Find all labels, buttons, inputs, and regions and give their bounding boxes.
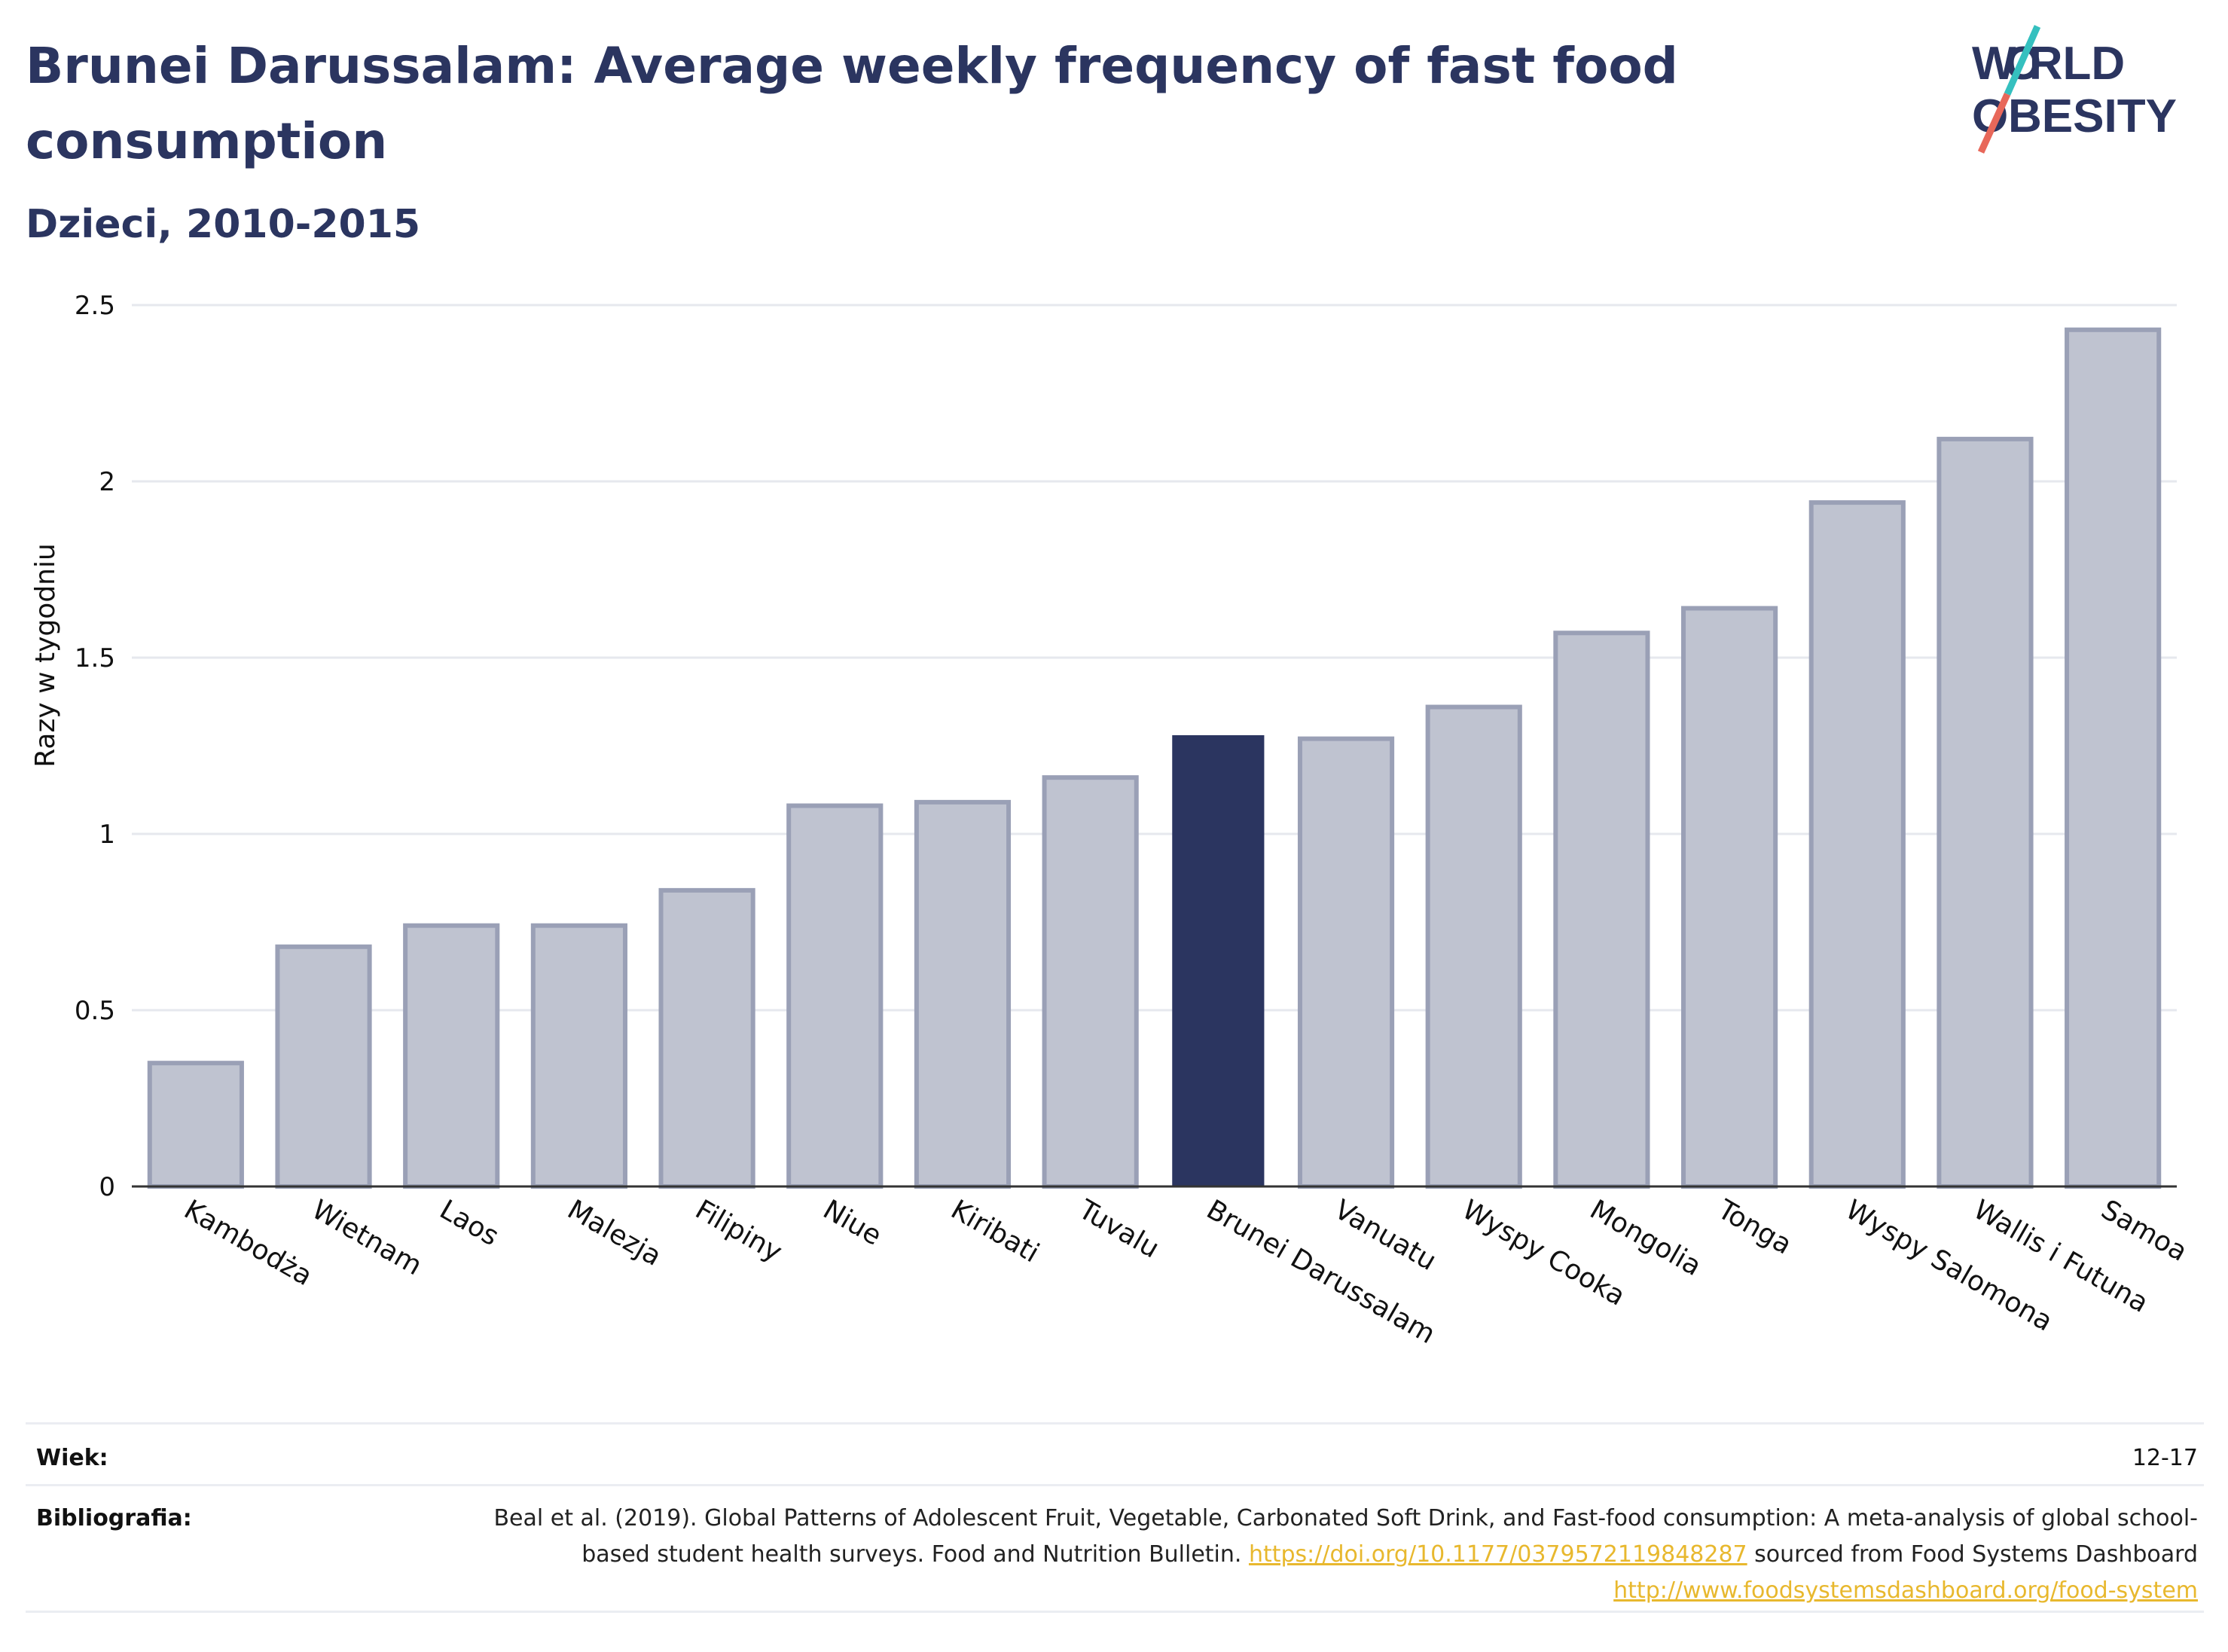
- bar: [1297, 736, 1395, 1189]
- logo-slash-teal: [2004, 25, 2041, 96]
- bar-highlighted: [1172, 734, 1265, 1186]
- footer-divider-bottom: [26, 1611, 2204, 1613]
- y-tick-label: 0.5: [75, 996, 115, 1026]
- logo-line-1: W RLD: [1972, 38, 2125, 90]
- bar: [147, 1061, 244, 1189]
- bar: [914, 799, 1012, 1189]
- x-tick-label: Laos: [435, 1194, 504, 1252]
- x-tick-label: Wietnam: [307, 1194, 427, 1281]
- y-tick-label: 2.5: [75, 291, 115, 321]
- y-tick-label: 2: [99, 467, 115, 497]
- bar: [530, 923, 627, 1189]
- age-label: Wiek:: [36, 1445, 108, 1471]
- bibliography-text: Beal et al. (2019). Global Patterns of A…: [465, 1501, 2198, 1609]
- bar: [1937, 436, 2034, 1189]
- doi-link[interactable]: https://doi.org/10.1177/0379572119848287: [1248, 1541, 1747, 1568]
- bar: [403, 923, 500, 1189]
- bar: [275, 944, 372, 1189]
- chart-title: Brunei Darussalam: Average weekly freque…: [26, 37, 1678, 170]
- y-axis-title: Razy w tygodniu: [30, 543, 61, 768]
- chart-subtitle: Dzieci, 2010-2015: [26, 202, 421, 247]
- bar: [1042, 775, 1139, 1189]
- y-tick-label: 1: [99, 820, 115, 850]
- world-obesity-logo: W RLD BESITY O O: [1972, 25, 2177, 154]
- bar: [1808, 500, 1906, 1189]
- dashboard-link[interactable]: http://www.foodsystemsdashboard.org/food…: [1613, 1577, 2198, 1604]
- logo-line-2: BESITY: [2008, 90, 2177, 142]
- x-tick-label: Wyspy Salomona: [1840, 1194, 2058, 1337]
- bibliography-label: Bibliografia:: [36, 1505, 192, 1531]
- x-tick-label: Kambodża: [179, 1194, 317, 1292]
- x-tick-label: Samoa: [2096, 1194, 2193, 1268]
- bar: [786, 803, 884, 1189]
- age-value: 12-17: [2132, 1445, 2198, 1471]
- x-tick-label: Filipiny: [690, 1194, 787, 1268]
- bar: [1681, 606, 1778, 1189]
- bars: [147, 327, 2162, 1189]
- x-tick-label: Kiribati: [945, 1194, 1044, 1269]
- x-tick-label: Tuvalu: [1073, 1194, 1164, 1265]
- bibliography-source: sourced from Food Systems Dashboard: [1747, 1541, 2198, 1568]
- x-tick-label: Niue: [818, 1194, 887, 1251]
- x-tick-label: Tonga: [1712, 1194, 1797, 1261]
- x-tick-label: Malezja: [562, 1194, 666, 1272]
- x-tick-label: Vanuatu: [1329, 1194, 1442, 1277]
- footer-divider-top: [26, 1422, 2204, 1425]
- bar: [2065, 327, 2162, 1189]
- x-tick-label: Brunei Darussalam: [1201, 1194, 1440, 1350]
- bar: [1425, 704, 1522, 1189]
- y-tick-label: 1.5: [75, 643, 115, 673]
- logo-slash-coral: [1977, 93, 2011, 154]
- bibliography-citation: Beal et al. (2019). Global Patterns of A…: [493, 1505, 2198, 1568]
- bar: [658, 887, 755, 1189]
- footer-divider-middle: [26, 1484, 2204, 1486]
- bar: [1553, 631, 1650, 1189]
- y-tick-label: 0: [99, 1172, 115, 1202]
